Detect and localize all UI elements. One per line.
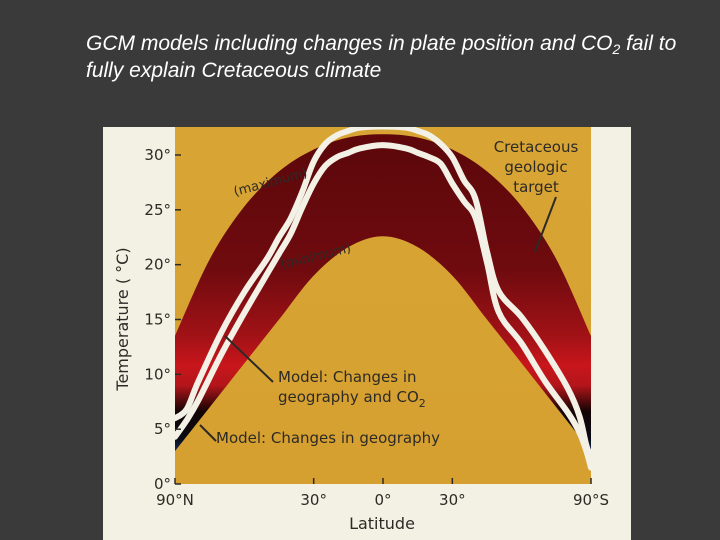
x-axis-title: Latitude bbox=[349, 514, 415, 533]
series-line-geography bbox=[175, 142, 591, 471]
target-band bbox=[175, 134, 591, 452]
y-tick-label: 20° bbox=[144, 256, 171, 274]
x-tick-label: 90°S bbox=[573, 491, 609, 509]
series-0-label-line2: geography and CO bbox=[278, 388, 419, 406]
slide-title-subscript: 2 bbox=[612, 41, 621, 57]
temperature-latitude-chart: 0°5°10°15°20°25°30° 90°N 30° 0° 30° 90°S (ma… bbox=[113, 127, 609, 533]
y-tick-label: 30° bbox=[144, 146, 171, 164]
y-axis-ticks: 0° 5° 10° 15° 20° 25° 30° bbox=[144, 146, 181, 493]
y-tick-label: 0° bbox=[154, 475, 171, 493]
slide-title-part2: fail to fully explain Cretaceous climate bbox=[86, 32, 677, 82]
x-tick-label: 30° bbox=[439, 491, 466, 509]
y-tick-label: 5° bbox=[154, 420, 171, 438]
series-1-label: Model: Changes in geography bbox=[216, 429, 440, 447]
target-label-line1: Cretaceous bbox=[494, 138, 579, 156]
target-pointer-line bbox=[534, 196, 557, 253]
target-label-line3: target bbox=[513, 178, 559, 196]
series-line-geography-co2 bbox=[175, 127, 591, 460]
target-label-line2: geologic bbox=[504, 158, 567, 176]
annotation-pointer-line bbox=[199, 424, 217, 442]
y-tick-label: 10° bbox=[144, 365, 171, 383]
series-annotation-geography: Model: Changes in geography bbox=[199, 424, 440, 447]
annotation-pointer-line bbox=[224, 335, 274, 383]
y-tick-label: 15° bbox=[144, 311, 171, 329]
x-axis-ticks: 90°N 30° 0° 30° 90°S bbox=[156, 478, 609, 509]
series-0-label-line1: Model: Changes in bbox=[278, 368, 417, 386]
x-tick-label: 0° bbox=[374, 491, 391, 509]
y-axis-title: Temperature ( °C) bbox=[113, 247, 132, 391]
series-0-label-subscript: 2 bbox=[419, 397, 426, 410]
x-tick-label: 90°N bbox=[156, 491, 194, 509]
slide-title: GCM models including changes in plate po… bbox=[86, 30, 686, 84]
svg-text:geography and CO2: geography and CO2 bbox=[278, 388, 426, 410]
slide-title-part1: GCM models including changes in plate po… bbox=[86, 32, 613, 55]
figure-panel: 0° 5° 10° 15° 20° 25° 30° 90°N 30° 0° 30° 90°S (ma… bbox=[103, 127, 631, 540]
series-annotation-geography-co2: Model: Changes in geography and CO2 bbox=[224, 335, 426, 410]
y-tick-label: 25° bbox=[144, 201, 171, 219]
x-tick-label: 30° bbox=[300, 491, 327, 509]
target-annotation: Cretaceous geologic target bbox=[494, 138, 579, 253]
